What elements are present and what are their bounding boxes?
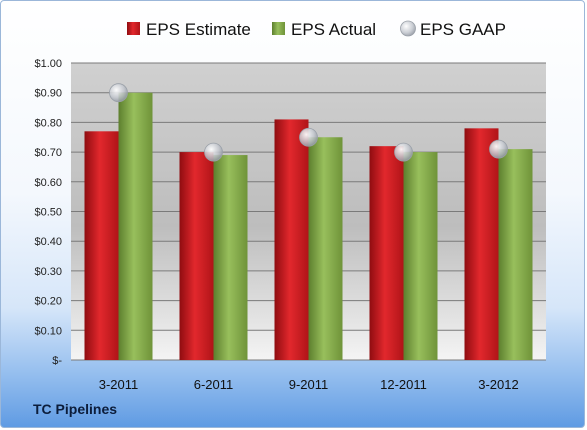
x-tick-label: 3-2011 — [99, 377, 139, 392]
legend-label: EPS Actual — [291, 20, 376, 39]
y-tick-label: $0.50 — [34, 207, 62, 219]
bar-eps-actual — [213, 155, 248, 360]
y-tick-label: $0.30 — [34, 266, 62, 278]
x-tick-label: 3-2012 — [478, 377, 518, 392]
legend-swatch — [127, 22, 140, 35]
company-name: TC Pipelines — [33, 401, 118, 417]
marker-eps-gaap — [394, 142, 413, 162]
marker-eps-gaap — [109, 83, 128, 103]
x-tick-label: 9-2011 — [289, 377, 329, 392]
bar-eps-estimate — [274, 119, 309, 361]
legend-label: EPS Estimate — [146, 20, 251, 39]
y-tick-label: $0.10 — [34, 325, 62, 337]
legend-swatch — [272, 22, 285, 35]
bar-eps-actual — [403, 152, 438, 360]
bar-eps-estimate — [464, 128, 499, 360]
x-tick-label: 6-2011 — [194, 377, 234, 392]
y-tick-label: $0.90 — [34, 88, 62, 100]
gaap-markers — [109, 83, 508, 162]
y-axis-ticks: $- $0.10 $0.20 $0.30 $0.40 $0.50 $0.60 $0.70 $0.… — [34, 58, 62, 367]
y-tick-label: $0.80 — [34, 117, 62, 129]
x-tick-label: 12-2011 — [380, 377, 427, 392]
bar-eps-estimate — [369, 146, 404, 360]
y-tick-label: $0.70 — [34, 147, 62, 159]
marker-eps-gaap — [204, 142, 223, 162]
bar-eps-actual — [498, 149, 533, 360]
marker-eps-gaap — [489, 139, 508, 159]
bar-eps-estimate — [179, 152, 214, 360]
legend: EPS Estimate EPS Actual EPS GAAP — [127, 20, 506, 39]
bar-eps-estimate — [84, 131, 119, 360]
legend-label: EPS GAAP — [420, 20, 506, 39]
y-tick-label: $0.40 — [34, 236, 62, 248]
legend-swatch — [400, 20, 416, 37]
y-tick-label: $0.60 — [34, 177, 62, 189]
y-tick-label: $0.20 — [34, 296, 62, 308]
y-tick-label: $- — [52, 355, 62, 367]
bar-eps-actual — [308, 137, 343, 360]
bars — [84, 92, 533, 361]
x-axis-ticks: 3-2011 6-2011 9-2011 12-2011 3-2012 — [99, 377, 519, 392]
bar-eps-actual — [118, 92, 153, 360]
marker-eps-gaap — [299, 127, 318, 147]
y-tick-label: $1.00 — [34, 58, 62, 70]
